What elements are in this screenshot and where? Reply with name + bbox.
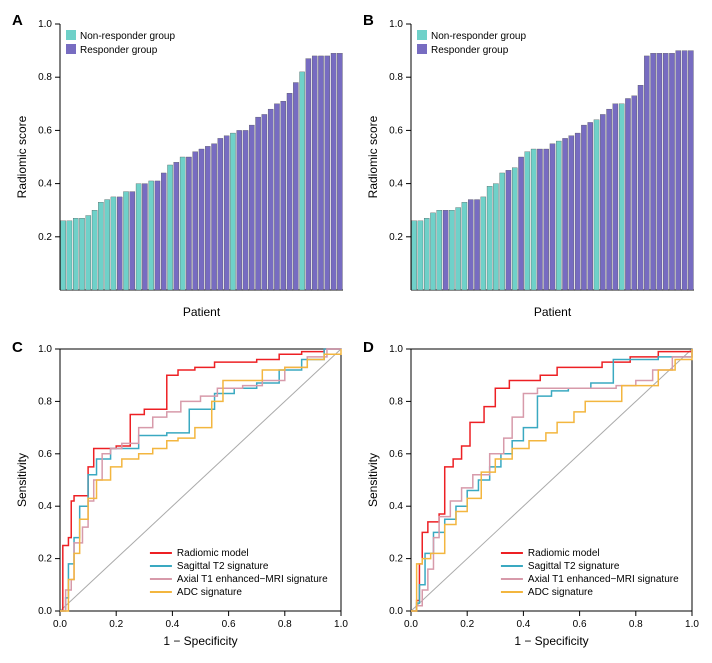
panel-a-label: A	[12, 12, 23, 29]
svg-text:Patient: Patient	[183, 305, 221, 319]
svg-text:Non-responder group: Non-responder group	[80, 31, 175, 42]
svg-text:Radiomic score: Radiomic score	[15, 115, 29, 198]
svg-text:0.0: 0.0	[53, 619, 67, 630]
svg-text:0.8: 0.8	[278, 619, 292, 630]
svg-text:1.0: 1.0	[38, 344, 52, 355]
svg-text:0.2: 0.2	[389, 232, 403, 243]
svg-text:0.6: 0.6	[389, 125, 403, 136]
svg-text:0.0: 0.0	[38, 606, 52, 617]
svg-text:0.4: 0.4	[516, 619, 530, 630]
svg-text:0.6: 0.6	[222, 619, 236, 630]
svg-text:0.0: 0.0	[389, 606, 403, 617]
svg-text:1 − Specificity: 1 − Specificity	[163, 634, 237, 648]
svg-text:1 − Specificity: 1 − Specificity	[514, 634, 588, 648]
svg-text:0.2: 0.2	[389, 553, 403, 564]
svg-text:Sensitivity: Sensitivity	[366, 452, 380, 506]
panel-c: C 0.00.0 0.2 0.2 0.4 0.4 0.6 0.6 0.8 0.8 1.0 1.0 1 …	[10, 337, 351, 654]
bar-chart-b: 0.2 0.4 0.6 0.8 1.0 Patient Radiomic score Non-…	[361, 10, 702, 326]
svg-text:Radiomic model: Radiomic model	[177, 548, 249, 559]
panel-d: D 0.00.0 0.2 0.2 0.4 0.4 0.6 0.6 0.8 0.8 1.0 1.0 1 …	[361, 337, 702, 654]
svg-text:0.6: 0.6	[38, 125, 52, 136]
svg-text:1.0: 1.0	[334, 619, 348, 630]
svg-text:1.0: 1.0	[389, 344, 403, 355]
svg-text:0.2: 0.2	[460, 619, 474, 630]
svg-text:0.6: 0.6	[389, 448, 403, 459]
svg-text:0.8: 0.8	[629, 619, 643, 630]
svg-text:Sagittal T2 signature: Sagittal T2 signature	[528, 561, 620, 572]
svg-text:0.6: 0.6	[38, 448, 52, 459]
svg-text:Radiomic score: Radiomic score	[366, 115, 380, 198]
svg-text:Axial T1 enhanced−MRI signatur: Axial T1 enhanced−MRI signature	[177, 574, 328, 585]
svg-text:Sensitivity: Sensitivity	[15, 452, 29, 506]
panel-b-label: B	[363, 12, 374, 29]
svg-text:0.8: 0.8	[38, 72, 52, 83]
svg-text:0.4: 0.4	[38, 179, 52, 190]
svg-text:Radiomic model: Radiomic model	[528, 548, 600, 559]
svg-text:1.0: 1.0	[38, 19, 52, 30]
svg-text:0.4: 0.4	[38, 501, 52, 512]
svg-text:0.8: 0.8	[389, 396, 403, 407]
roc-chart-d: 0.00.0 0.2 0.2 0.4 0.4 0.6 0.6 0.8 0.8 1.0 1.0 1 − …	[361, 337, 702, 653]
svg-text:Non-responder group: Non-responder group	[431, 31, 526, 42]
panel-a: A 0.2 0.4 0.6 0.8 1.0 Patient Radiomic score No…	[10, 10, 351, 327]
svg-text:0.0: 0.0	[404, 619, 418, 630]
svg-text:0.8: 0.8	[38, 396, 52, 407]
svg-text:ADC signature: ADC signature	[528, 587, 593, 598]
roc-chart-c: 0.00.0 0.2 0.2 0.4 0.4 0.6 0.6 0.8 0.8 1.0 1.0 1 − …	[10, 337, 351, 653]
bar-chart-a: 0.2 0.4 0.6 0.8 1.0 Patient Radiomic score Non-…	[10, 10, 351, 326]
panel-d-label: D	[363, 339, 374, 356]
svg-text:0.2: 0.2	[109, 619, 123, 630]
figure-grid: A 0.2 0.4 0.6 0.8 1.0 Patient Radiomic score No…	[10, 10, 702, 653]
svg-text:1.0: 1.0	[389, 19, 403, 30]
svg-text:Axial T1 enhanced−MRI signatur: Axial T1 enhanced−MRI signature	[528, 574, 679, 585]
svg-text:0.4: 0.4	[165, 619, 179, 630]
svg-text:Responder group: Responder group	[80, 45, 158, 56]
svg-text:Patient: Patient	[534, 305, 572, 319]
panel-c-label: C	[12, 339, 23, 356]
svg-text:ADC signature: ADC signature	[177, 587, 242, 598]
svg-text:0.8: 0.8	[389, 72, 403, 83]
svg-text:Responder group: Responder group	[431, 45, 509, 56]
svg-text:0.4: 0.4	[389, 501, 403, 512]
svg-text:Sagittal T2 signature: Sagittal T2 signature	[177, 561, 269, 572]
svg-text:0.6: 0.6	[573, 619, 587, 630]
svg-text:0.4: 0.4	[389, 179, 403, 190]
svg-text:1.0: 1.0	[685, 619, 699, 630]
panel-b: B 0.2 0.4 0.6 0.8 1.0 Patient Radiomic score No…	[361, 10, 702, 327]
svg-text:0.2: 0.2	[38, 553, 52, 564]
svg-text:0.2: 0.2	[38, 232, 52, 243]
